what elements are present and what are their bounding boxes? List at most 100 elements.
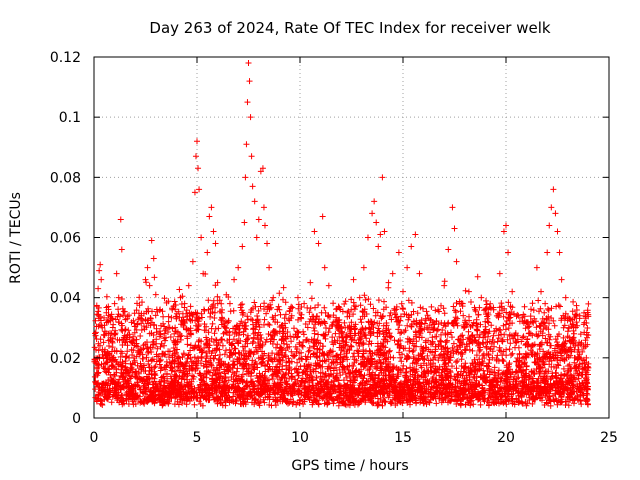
data-point bbox=[533, 264, 540, 271]
data-point bbox=[538, 288, 545, 295]
data-point bbox=[546, 222, 553, 229]
data-point bbox=[266, 264, 273, 271]
data-point bbox=[210, 228, 217, 235]
data-point bbox=[195, 165, 202, 172]
data-point bbox=[428, 324, 435, 331]
axis-ticks bbox=[93, 56, 610, 419]
data-point bbox=[369, 210, 376, 217]
data-point bbox=[319, 213, 326, 220]
data-point bbox=[259, 165, 266, 172]
y-tick-label: 0.08 bbox=[50, 170, 81, 186]
data-point bbox=[500, 228, 507, 235]
data-point bbox=[515, 312, 522, 319]
data-point bbox=[246, 78, 253, 85]
data-point bbox=[404, 264, 411, 271]
data-point bbox=[332, 318, 339, 325]
data-points bbox=[92, 60, 592, 385]
data-point bbox=[204, 249, 211, 256]
data-point bbox=[241, 219, 248, 226]
data-point bbox=[200, 270, 207, 277]
data-point bbox=[570, 330, 577, 337]
data-point bbox=[373, 219, 380, 226]
data-point bbox=[148, 237, 155, 244]
data-point bbox=[208, 204, 215, 211]
data-point bbox=[249, 183, 256, 190]
data-point bbox=[371, 198, 378, 205]
data-point bbox=[92, 378, 99, 385]
data-point bbox=[307, 279, 314, 286]
data-point bbox=[192, 153, 199, 160]
data-point bbox=[191, 189, 198, 196]
data-point bbox=[585, 360, 592, 367]
y-tick-label: 0 bbox=[72, 411, 81, 427]
data-point bbox=[385, 279, 392, 286]
data-point bbox=[156, 330, 163, 337]
data-point bbox=[244, 99, 251, 106]
data-point bbox=[109, 315, 116, 322]
data-point bbox=[194, 138, 200, 145]
data-point bbox=[472, 306, 479, 313]
data-point bbox=[451, 225, 458, 232]
data-point bbox=[356, 294, 363, 301]
data-point bbox=[206, 213, 213, 220]
data-point bbox=[264, 240, 271, 247]
data-point bbox=[338, 330, 345, 337]
data-point bbox=[126, 354, 133, 361]
data-point bbox=[177, 294, 184, 301]
data-point bbox=[251, 198, 258, 205]
data-point bbox=[408, 243, 415, 250]
data-point bbox=[138, 312, 145, 319]
data-point bbox=[509, 288, 516, 295]
data-point bbox=[117, 216, 124, 223]
data-point bbox=[566, 315, 573, 322]
data-point bbox=[260, 204, 267, 211]
data-point bbox=[575, 342, 582, 349]
data-point bbox=[146, 282, 153, 289]
data-point bbox=[169, 306, 176, 313]
data-point bbox=[239, 243, 246, 250]
data-point bbox=[144, 264, 151, 271]
data-point bbox=[344, 309, 351, 316]
data-point bbox=[242, 174, 249, 181]
data-point bbox=[111, 300, 118, 307]
data-point bbox=[558, 276, 565, 283]
data-point bbox=[527, 318, 534, 325]
data-point bbox=[416, 270, 423, 277]
data-point bbox=[544, 249, 551, 256]
data-point bbox=[465, 288, 472, 295]
data-point bbox=[245, 60, 252, 67]
data-point bbox=[377, 231, 384, 238]
data-point bbox=[96, 267, 103, 274]
chart-title: Day 263 of 2024, Rate Of TEC Index for r… bbox=[149, 19, 550, 37]
data-point bbox=[445, 246, 452, 253]
data-point bbox=[435, 306, 442, 313]
x-axis-label: GPS time / hours bbox=[291, 458, 408, 474]
data-point bbox=[107, 336, 114, 343]
data-point bbox=[98, 276, 105, 283]
data-point bbox=[294, 294, 301, 301]
data-point bbox=[115, 294, 122, 301]
data-point bbox=[231, 276, 238, 283]
data-point bbox=[453, 258, 460, 265]
data-point bbox=[583, 354, 590, 361]
data-point bbox=[554, 228, 561, 235]
data-point bbox=[276, 306, 283, 313]
data-point bbox=[99, 324, 106, 331]
data-point bbox=[142, 276, 149, 283]
x-tick-label: 25 bbox=[600, 430, 618, 446]
y-tick-label: 0.04 bbox=[50, 291, 81, 307]
data-point bbox=[181, 300, 188, 307]
data-point bbox=[257, 168, 264, 175]
data-point bbox=[185, 282, 192, 289]
data-point bbox=[235, 264, 242, 271]
data-point bbox=[350, 276, 357, 283]
data-point bbox=[103, 309, 110, 316]
data-point bbox=[196, 186, 203, 193]
data-point bbox=[459, 300, 466, 307]
data-point bbox=[189, 258, 196, 265]
data-point bbox=[484, 315, 491, 322]
y-tick-label: 0.02 bbox=[50, 351, 81, 367]
data-point bbox=[412, 231, 419, 238]
data-point bbox=[400, 288, 406, 295]
